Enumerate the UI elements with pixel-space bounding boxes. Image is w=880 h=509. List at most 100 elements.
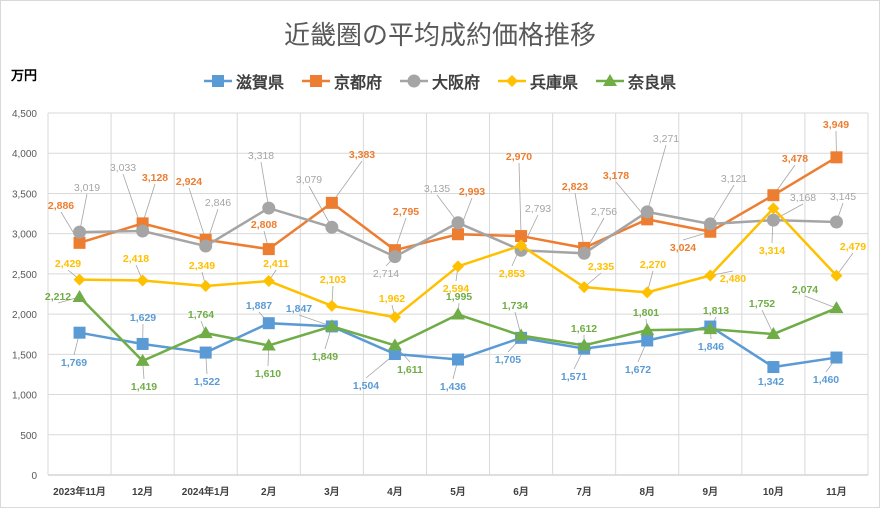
data-label: 2,993 — [459, 186, 485, 198]
data-label: 3,478 — [782, 153, 808, 165]
data-label: 2,411 — [263, 258, 289, 270]
data-label: 3,271 — [653, 133, 679, 145]
data-label: 3,168 — [790, 192, 816, 204]
legend-label: 兵庫県 — [530, 69, 578, 93]
data-point — [137, 338, 149, 350]
y-tick-label: 3,500 — [12, 189, 37, 200]
data-point — [199, 326, 213, 338]
leader-line — [261, 162, 269, 208]
chart-title: 近畿圏の平均成約価格推移 — [1, 15, 879, 52]
data-label: 2,970 — [506, 151, 532, 163]
data-point — [641, 205, 654, 218]
leader-line — [189, 188, 206, 240]
data-label: 1,436 — [440, 381, 466, 393]
data-label: 1,342 — [758, 376, 784, 388]
leader-line — [519, 163, 521, 236]
series-滋賀県 — [74, 317, 843, 373]
data-label: 1,846 — [698, 341, 724, 353]
y-tick-label: 4,000 — [12, 149, 37, 160]
data-label: 2,349 — [189, 260, 215, 272]
data-label: 2,480 — [720, 273, 746, 285]
data-label: 1,571 — [561, 371, 587, 383]
leader-line — [805, 296, 836, 308]
square-marker-icon — [302, 74, 330, 88]
data-label: 1,847 — [286, 303, 312, 315]
leader-line — [710, 185, 734, 224]
data-label: 3,318 — [248, 150, 274, 162]
triangle-marker-icon — [596, 74, 624, 88]
x-tick-label: 5月 — [450, 486, 466, 498]
x-tick-label: 8月 — [639, 486, 655, 498]
x-tick-label: 2023年11月 — [53, 485, 106, 498]
square-marker-icon — [204, 74, 232, 88]
data-label: 2,270 — [640, 259, 666, 271]
data-point — [262, 202, 275, 215]
y-tick-label: 2,000 — [12, 310, 37, 321]
data-label: 1,705 — [495, 354, 521, 366]
data-point — [263, 243, 275, 255]
x-tick-label: 7月 — [576, 486, 592, 498]
data-label: 2,418 — [123, 253, 149, 265]
data-label: 1,419 — [131, 381, 157, 393]
data-label: 3,314 — [759, 245, 785, 257]
data-label: 1,849 — [312, 351, 338, 363]
data-point — [641, 286, 653, 298]
data-label: 3,383 — [349, 149, 375, 161]
data-point — [212, 75, 224, 87]
data-point — [325, 221, 338, 234]
leader-line — [575, 193, 584, 248]
legend-item: 奈良県 — [596, 69, 676, 93]
x-tick-label: 3月 — [324, 486, 340, 498]
data-point — [136, 225, 149, 238]
x-tick-label: 11月 — [826, 486, 847, 498]
data-label: 1,734 — [502, 300, 528, 312]
data-point — [704, 217, 717, 230]
data-label: 1,611 — [397, 364, 423, 376]
data-point — [326, 197, 338, 209]
data-label: 3,128 — [142, 172, 168, 184]
data-point — [326, 300, 338, 312]
leader-line — [647, 145, 666, 212]
data-label: 2,103 — [320, 274, 346, 286]
legend-item: 兵庫県 — [498, 69, 578, 93]
data-point — [73, 290, 87, 302]
data-label: 1,813 — [703, 305, 729, 317]
data-label: 2,756 — [591, 206, 617, 218]
data-point — [830, 151, 842, 163]
data-point — [830, 216, 843, 229]
data-label: 3,033 — [110, 162, 136, 174]
data-label: 1,672 — [625, 364, 651, 376]
data-label: 2,808 — [251, 219, 277, 231]
data-label: 3,019 — [74, 182, 100, 194]
y-tick-label: 1,000 — [12, 391, 37, 402]
data-label: 2,074 — [792, 284, 818, 296]
series-京都府 — [74, 151, 843, 256]
data-label: 2,853 — [499, 268, 525, 280]
circle-marker-icon — [400, 74, 428, 88]
data-point — [767, 189, 779, 201]
x-tick-label: 12月 — [132, 486, 153, 498]
data-label: 1,612 — [571, 323, 597, 335]
data-point — [137, 274, 149, 286]
data-point — [74, 327, 86, 339]
data-label: 3,024 — [670, 242, 696, 254]
x-tick-label: 2024年1月 — [182, 485, 230, 498]
data-label: 1,522 — [194, 376, 220, 388]
data-point — [199, 240, 212, 253]
y-tick-label: 0 — [31, 471, 37, 482]
data-point — [452, 353, 464, 365]
data-label: 3,079 — [296, 174, 322, 186]
data-label: 1,460 — [813, 374, 839, 386]
y-tick-label: 500 — [20, 431, 37, 442]
y-tick-label: 4,500 — [12, 109, 37, 120]
data-label: 3,121 — [721, 173, 747, 185]
data-point — [74, 274, 86, 286]
legend: 滋賀県京都府大阪府兵庫県奈良県 — [1, 69, 879, 93]
data-label: 2,886 — [48, 200, 74, 212]
data-point — [310, 75, 322, 87]
diamond-marker-icon — [498, 74, 526, 88]
x-tick-label: 10月 — [763, 486, 784, 498]
data-point — [452, 216, 465, 229]
data-label: 2,823 — [562, 181, 588, 193]
